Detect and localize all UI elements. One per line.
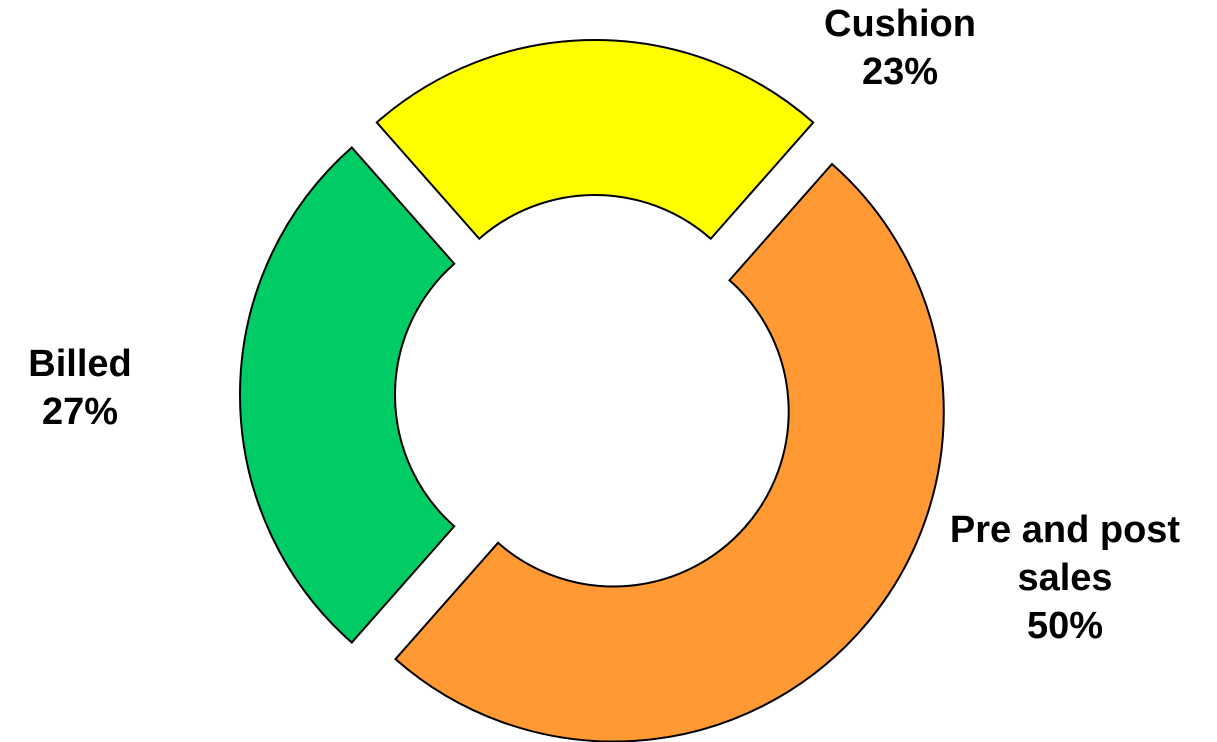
slice-label: Pre and post sales 50% bbox=[900, 506, 1217, 650]
slice-name: Billed bbox=[28, 343, 132, 385]
slice-value: 50% bbox=[1026, 605, 1104, 647]
donut-slice bbox=[375, 38, 815, 241]
slice-value: 27% bbox=[41, 391, 119, 433]
slice-name: Cushion bbox=[824, 3, 976, 45]
slice-label: Cushion 23% bbox=[770, 0, 1030, 96]
donut-slice bbox=[394, 162, 945, 742]
slice-value: 23% bbox=[861, 51, 939, 93]
slice-label: Billed 27% bbox=[0, 340, 160, 436]
donut-slice bbox=[239, 146, 456, 644]
slice-name: Pre and post sales bbox=[949, 509, 1181, 599]
